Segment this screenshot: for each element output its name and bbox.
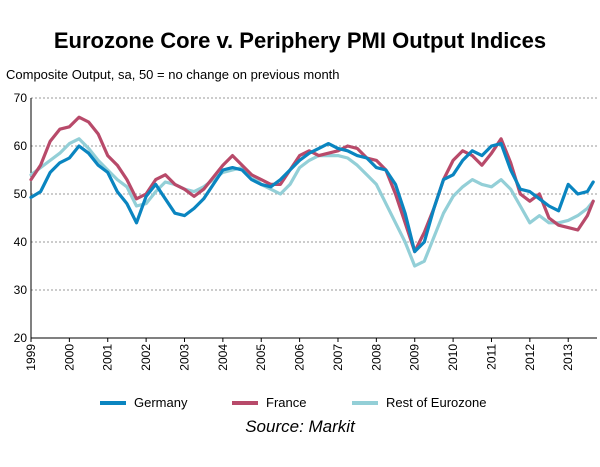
y-tick-label-30: 30 (14, 283, 28, 297)
x-tick-label-2006: 2006 (293, 344, 307, 371)
chart-legend: Germany France Rest of Eurozone (0, 395, 600, 413)
y-tick-label-60: 60 (14, 139, 28, 153)
x-tick-label-2007: 2007 (331, 344, 345, 371)
x-tick-label-2011: 2011 (484, 344, 498, 370)
chart-subtitle: Composite Output, sa, 50 = no change on … (6, 67, 340, 82)
legend-label-germany: Germany (134, 395, 188, 410)
legend-swatch-france (232, 400, 258, 405)
x-tick-label-2002: 2002 (139, 344, 153, 371)
legend-swatch-germany (100, 400, 126, 405)
legend-item-rest-of-eurozone: Rest of Eurozone (352, 395, 486, 410)
x-tick-label-2008: 2008 (369, 344, 383, 371)
series-line-rest-of-eurozone (29, 137, 595, 268)
series-line-germany (29, 142, 595, 254)
chart-title: Eurozone Core v. Periphery PMI Output In… (53, 28, 547, 53)
legend-item-germany: Germany (100, 395, 187, 410)
chart-source: Source: Markit (245, 417, 355, 436)
x-tick-label-2012: 2012 (523, 344, 537, 371)
y-tick-label-50: 50 (14, 187, 28, 201)
legend-label-france: France (266, 395, 307, 410)
x-tick-label-2004: 2004 (216, 344, 230, 371)
x-tick-label-2010: 2010 (446, 344, 460, 371)
legend-item-france: France (232, 395, 306, 410)
y-tick-label-20: 20 (14, 331, 28, 345)
x-tick-label-2013: 2013 (561, 344, 575, 371)
x-tick-label-2000: 2000 (62, 344, 76, 371)
x-tick-label-2009: 2009 (408, 344, 422, 371)
legend-label-rest-of-eurozone: Rest of Eurozone (386, 395, 487, 410)
x-tick-label-2005: 2005 (254, 344, 268, 371)
y-tick-label-70: 70 (14, 91, 28, 105)
y-tick-label-40: 40 (14, 235, 28, 249)
legend-swatch-rest-of-eurozone (352, 400, 378, 405)
x-tick-label-2003: 2003 (177, 344, 191, 371)
x-tick-label-2001: 2001 (101, 344, 115, 371)
x-tick-label-1999: 1999 (24, 344, 38, 371)
pmi-line-chart: 20 30 40 50 60 70 1999 2000 2001 2002 2003 2004 2005… (14, 91, 597, 371)
series-line-france (29, 115, 595, 254)
